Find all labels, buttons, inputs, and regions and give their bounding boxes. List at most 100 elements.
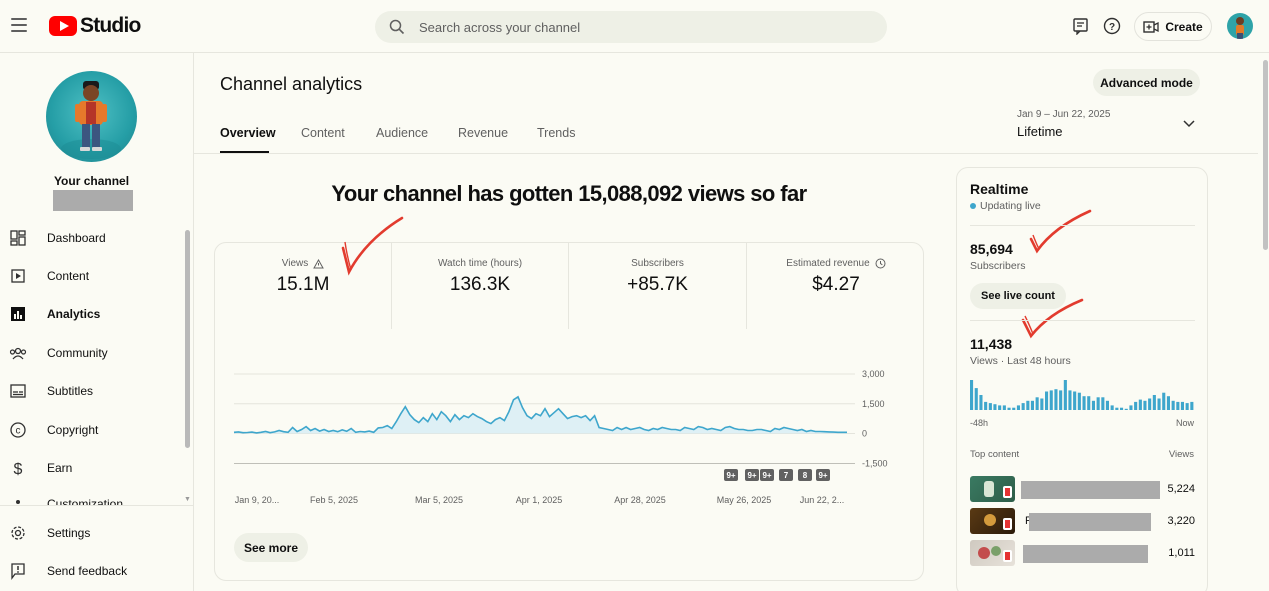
realtime-bar (1063, 380, 1067, 410)
realtime-bar (1185, 403, 1189, 410)
community-icon (9, 344, 27, 362)
realtime-bar (998, 405, 1002, 410)
metric-label: Views (281, 258, 309, 269)
metric-views[interactable]: Views 15.1M (215, 243, 392, 329)
account-avatar[interactable] (1227, 13, 1253, 39)
event-marker-label: 9+ (747, 471, 756, 480)
svg-text:$: $ (14, 461, 23, 477)
search-icon (389, 19, 405, 35)
tab-overview[interactable]: Overview (220, 126, 276, 140)
channel-avatar[interactable] (46, 71, 137, 162)
dashboard-icon (9, 229, 27, 247)
top-content-row[interactable]: F 3,220 (970, 508, 1195, 534)
realtime-bar (1166, 396, 1170, 410)
sidebar-item-analytics[interactable]: Analytics (0, 299, 183, 329)
scroll-down-icon[interactable]: ▼ (184, 496, 191, 503)
views-area (234, 396, 847, 434)
page-scrollbar[interactable] (1263, 60, 1268, 250)
y-tick-label: 0 (862, 429, 867, 439)
avatar-figure-icon (1236, 17, 1244, 39)
subtitles-icon (9, 382, 27, 400)
tab-content[interactable]: Content (301, 126, 345, 140)
tab-trends[interactable]: Trends (537, 126, 576, 140)
realtime-bar (1049, 390, 1053, 410)
red-checkmark-annotation (1021, 298, 1084, 339)
chevron-down-icon[interactable] (1183, 120, 1195, 128)
overview-card: Views 15.1M Watch time (hours) 136.3K Su… (214, 242, 924, 581)
customization-icon (9, 493, 27, 511)
event-marker (779, 469, 793, 481)
live-status-text: Updating live (980, 200, 1041, 212)
views-series-line (233, 395, 847, 434)
metric-subscribers[interactable]: Subscribers +85.7K (569, 243, 747, 329)
realtime-bar (1101, 397, 1105, 410)
realtime-bar (1157, 398, 1161, 410)
views-chart[interactable]: 3,000 1,500 0 -1,500 9+ 9+ 9+ 7 8 9+ Jan 9, 20... F… (215, 343, 923, 513)
y-tick-label: -1,500 (862, 459, 888, 469)
realtime-bar (1129, 405, 1133, 410)
realtime-subscribers-value: 85,694 (970, 241, 1013, 257)
realtime-bar (1120, 407, 1124, 410)
y-tick-label: 3,000 (862, 369, 885, 379)
sidebar-item-settings[interactable]: Settings (0, 518, 183, 548)
sidebar-item-copyright[interactable]: c Copyright (0, 415, 183, 445)
svg-text:?: ? (1109, 22, 1115, 33)
sidebar-item-send-feedback[interactable]: Send feedback (0, 556, 183, 586)
x-tick-label: Jan 9, 20... (235, 495, 280, 505)
sidebar-item-subtitles[interactable]: Subtitles (0, 376, 183, 406)
create-button[interactable]: Create (1134, 12, 1212, 41)
tab-revenue[interactable]: Revenue (458, 126, 509, 140)
event-marker-label: 7 (784, 471, 789, 480)
realtime-bar (1171, 400, 1175, 410)
search-box[interactable] (375, 11, 887, 43)
realtime-bar (1143, 400, 1147, 410)
realtime-bar (1040, 398, 1044, 410)
create-label: Create (1165, 19, 1203, 34)
realtime-bar (1059, 390, 1063, 410)
channel-avatar-figure-icon (61, 81, 121, 159)
video-title-redacted (1021, 481, 1160, 499)
channel-handle-redacted (53, 190, 133, 211)
realtime-bar (1110, 405, 1114, 410)
top-content-row[interactable]: 5,224 (970, 476, 1195, 502)
realtime-title: Realtime (970, 181, 1029, 197)
sidebar-item-content[interactable]: Content (0, 261, 183, 291)
sidebar-item-label: Dashboard (47, 231, 106, 245)
search-input[interactable] (419, 19, 859, 35)
clock-icon (875, 258, 886, 269)
event-marker (798, 469, 812, 481)
top-content-row[interactable]: 1,011 (970, 540, 1195, 566)
divider (970, 320, 1195, 321)
studio-logo[interactable]: Studio (49, 14, 141, 38)
see-more-button[interactable]: See more (234, 533, 308, 562)
sidebar-item-dashboard[interactable]: Dashboard (0, 223, 183, 253)
header-divider (194, 153, 1258, 154)
metric-value: +85.7K (627, 274, 688, 295)
realtime-views-bar-chart[interactable] (970, 380, 1195, 410)
see-live-count-button[interactable]: See live count (970, 283, 1066, 309)
menu-icon[interactable] (11, 18, 27, 32)
date-range-text[interactable]: Jan 9 – Jun 22, 2025 (1017, 109, 1111, 120)
sidebar-scrollbar[interactable] (185, 230, 190, 448)
metric-value: 136.3K (449, 274, 511, 295)
sidebar-item-earn[interactable]: $ Earn (0, 453, 183, 483)
metric-label: Estimated revenue (786, 258, 870, 269)
metric-estimated-revenue[interactable]: Estimated revenue $4.27 (747, 243, 925, 329)
metric-watch-time[interactable]: Watch time (hours) 136.3K (392, 243, 569, 329)
x-tick-label: Jun 22, 2... (800, 495, 845, 505)
sidebar-item-community[interactable]: Community (0, 338, 183, 368)
realtime-bar (1148, 398, 1152, 410)
realtime-bar (1162, 392, 1166, 410)
x-tick-label: May 26, 2025 (717, 495, 772, 505)
messages-icon[interactable] (1072, 17, 1090, 35)
video-thumbnail (970, 476, 1015, 502)
realtime-bar (1054, 389, 1058, 410)
realtime-bar (1021, 403, 1025, 410)
video-title-initial: F (1025, 515, 1032, 527)
tab-audience[interactable]: Audience (376, 126, 429, 140)
period-selector[interactable]: Lifetime (1017, 124, 1063, 139)
help-icon[interactable]: ? (1103, 17, 1121, 35)
video-views: 1,011 (1168, 547, 1195, 559)
advanced-mode-button[interactable]: Advanced mode (1093, 69, 1200, 96)
top-content-header: Top content (970, 449, 1020, 460)
